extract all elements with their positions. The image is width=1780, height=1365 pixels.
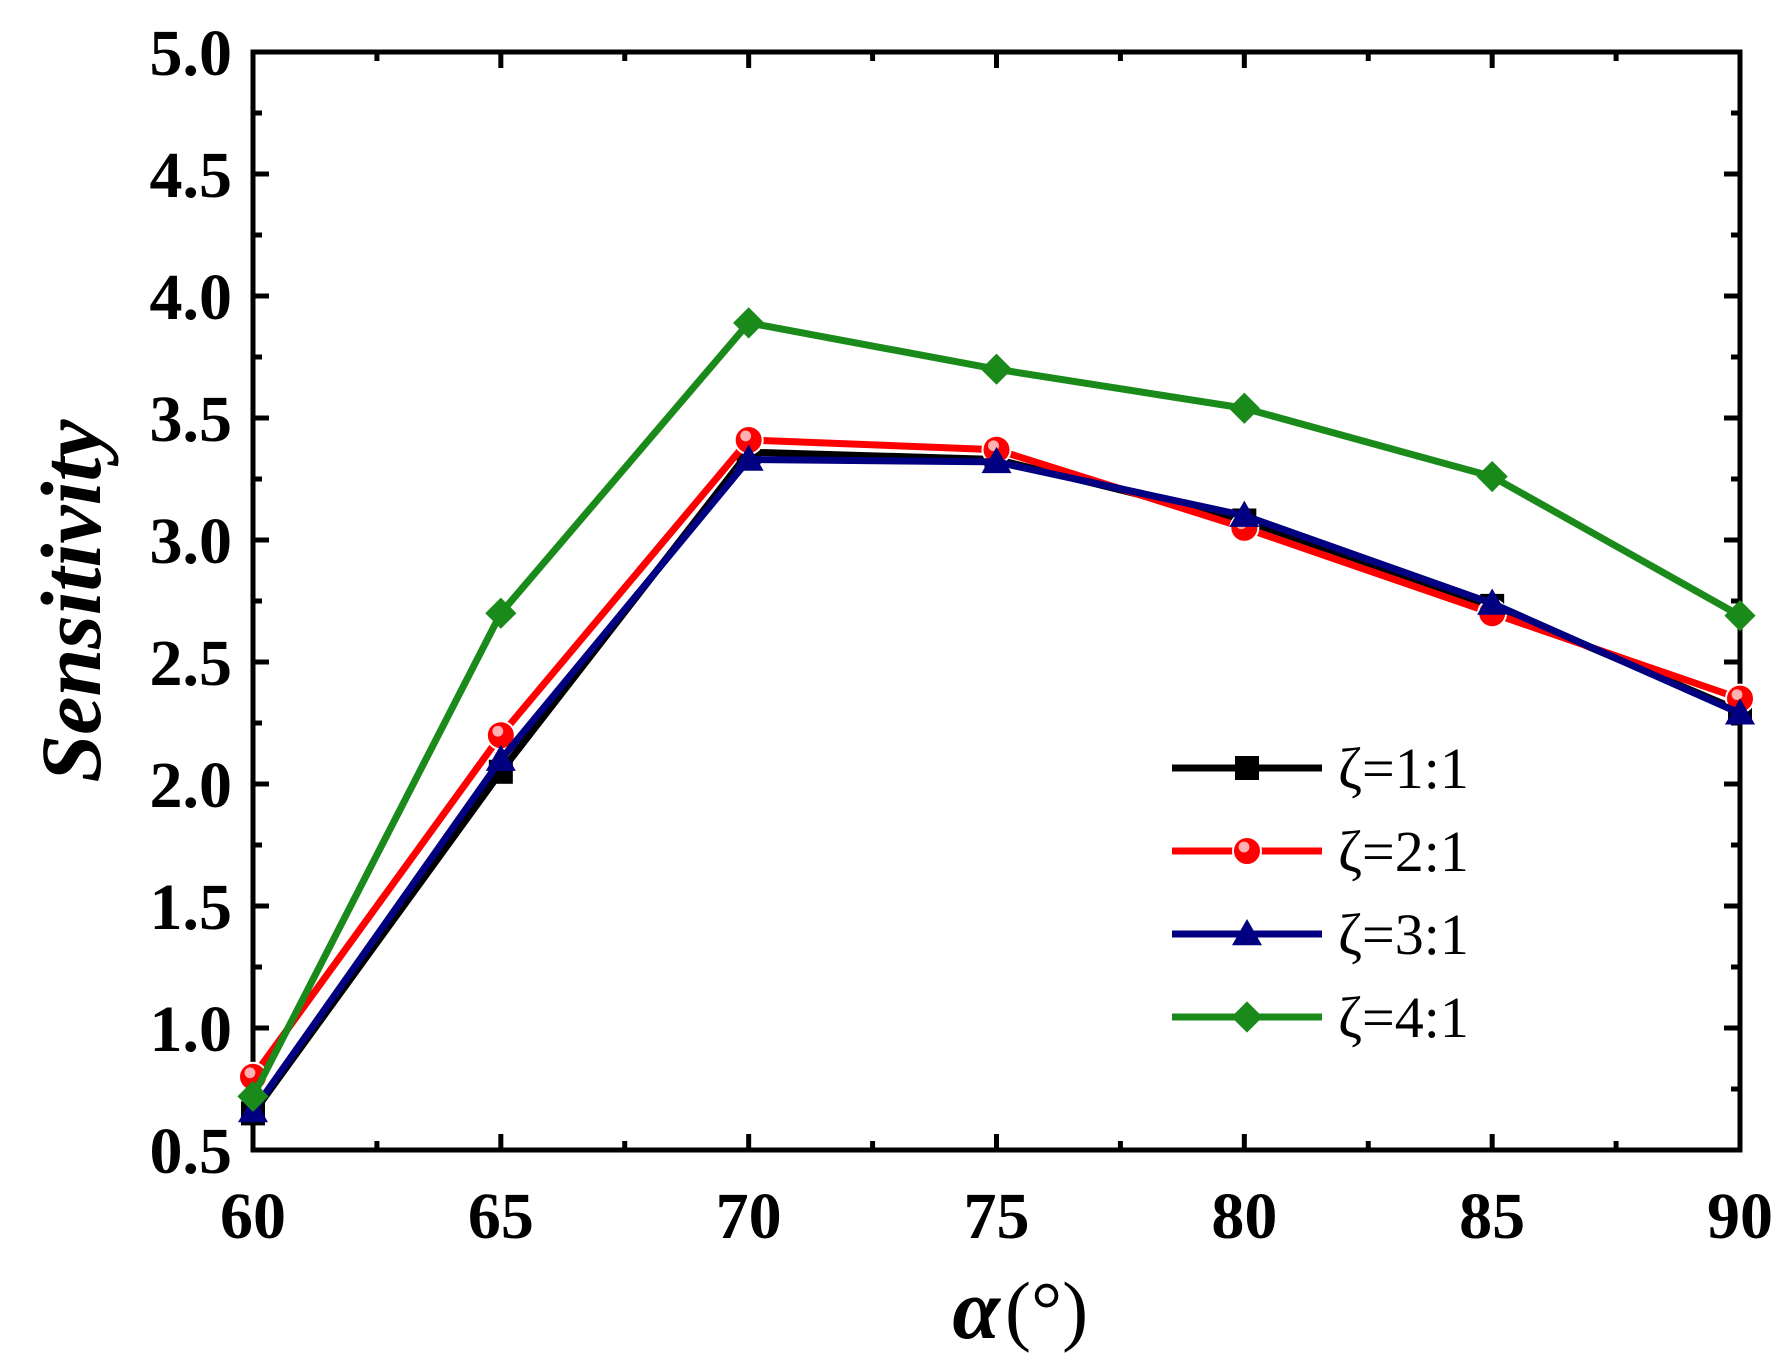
data-point-4: [1229, 393, 1260, 424]
y-tick-label: 3.0: [150, 505, 233, 578]
data-point-2-highlight: [492, 726, 503, 737]
plot-layer: 60 65 70 75 80 85 90 0.5 1.0 1.5 2.0 2.5 3.0 3.5 4.0 4.…: [23, 17, 1773, 1357]
legend-marker-4: [1231, 1001, 1262, 1032]
data-point-4: [1724, 600, 1755, 631]
sensitivity-chart: 60 65 70 75 80 85 90 0.5 1.0 1.5 2.0 2.5 3.0 3.5 4.0 4.…: [0, 0, 1780, 1365]
series-line-3: [253, 459, 1740, 1110]
y-tick-label: 2.5: [150, 627, 233, 700]
y-tick-label: 0.5: [150, 1115, 233, 1188]
x-tick-label: 60: [220, 1180, 286, 1253]
legend-label-4: ζ=4:1: [1338, 985, 1469, 1050]
x-axis-unit: (°): [1005, 1266, 1088, 1353]
series-4: [237, 307, 1755, 1112]
y-tick-label: 3.5: [150, 383, 233, 456]
data-point-4: [981, 354, 1012, 385]
x-tick-label: 90: [1707, 1180, 1773, 1253]
y-tick-label: 1.0: [150, 993, 233, 1066]
data-point-2-highlight: [740, 431, 751, 442]
y-tick-label: 1.5: [150, 871, 233, 944]
x-tick-label: 80: [1211, 1180, 1277, 1253]
data-point-2-highlight: [1732, 689, 1743, 700]
x-tick-label: 70: [716, 1180, 782, 1253]
x-tick-label: 75: [964, 1180, 1030, 1253]
y-tick-label: 2.0: [150, 749, 233, 822]
y-tick-label: 5.0: [150, 17, 233, 90]
series-line-1: [253, 452, 1740, 1113]
y-tick-label: 4.0: [150, 261, 233, 334]
legend-marker-2-highlight: [1239, 842, 1250, 853]
legend-label-2: ζ=2:1: [1338, 819, 1469, 884]
legend-label-3: ζ=3:1: [1338, 902, 1469, 967]
data-point-2-highlight: [245, 1067, 256, 1078]
series-line-2: [253, 440, 1740, 1077]
legend: ζ=1:1 ζ=2:1 ζ=3:1 ζ=4:1: [1172, 736, 1469, 1050]
legend-marker-1: [1235, 756, 1259, 780]
series-2: [239, 426, 1754, 1091]
y-tick-label: 4.5: [150, 139, 233, 212]
x-axis-title: α: [952, 1261, 1001, 1357]
x-tick-label: 65: [468, 1180, 534, 1253]
x-tick-label: 85: [1459, 1180, 1525, 1253]
plot-frame: [253, 52, 1740, 1150]
y-axis-title: Sensitivity: [23, 419, 119, 783]
data-point-4: [1477, 461, 1508, 492]
legend-label-1: ζ=1:1: [1338, 736, 1469, 801]
